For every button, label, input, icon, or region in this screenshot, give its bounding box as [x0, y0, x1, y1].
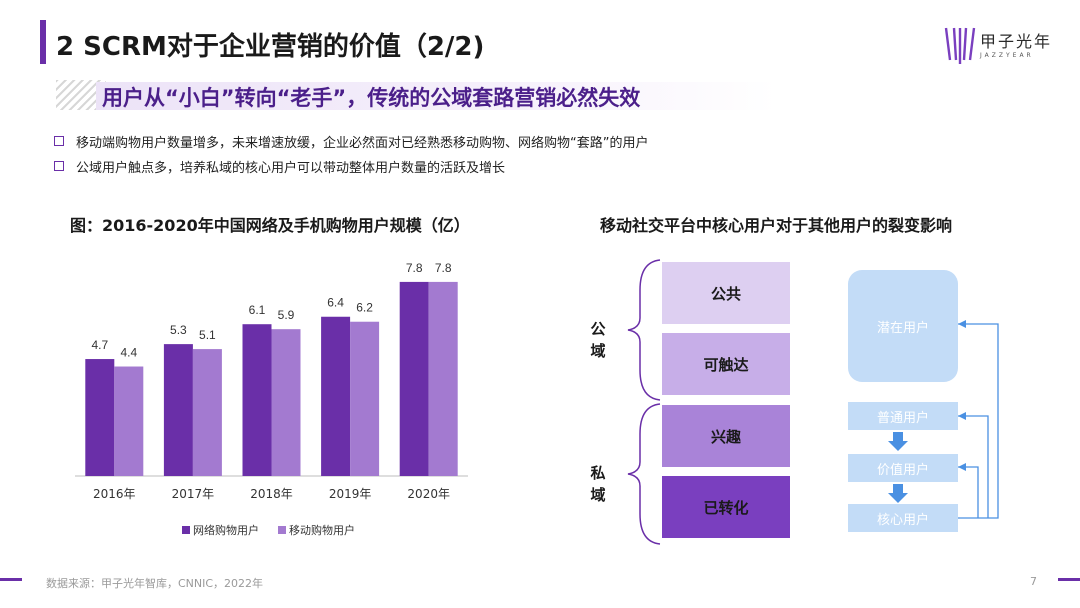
- valuable-user-box: 价值用户: [848, 454, 958, 482]
- data-label: 5.9: [278, 308, 295, 322]
- bar-online: [163, 344, 193, 476]
- stage-converted: 已转化: [662, 476, 790, 538]
- bullet-item: 移动端购物用户数量增多，未来增速放缓，企业必然面对已经熟悉移动购物、网络购物“套…: [54, 130, 648, 152]
- footer-accent-right: [1058, 578, 1080, 581]
- logo-subtext: JAZZYEAR: [980, 52, 1034, 59]
- bar-mobile: [428, 281, 458, 476]
- stage-reachable: 可触达: [662, 333, 790, 395]
- data-label: 7.8: [435, 261, 452, 275]
- data-label: 5.1: [199, 328, 216, 342]
- stage-public: 公共: [662, 262, 790, 324]
- chart-title: 图：2016-2020年中国网络及手机购物用户规模（亿）: [70, 216, 470, 235]
- normal-user-box: 普通用户: [848, 402, 958, 430]
- subtitle-highlight: [96, 82, 776, 110]
- data-source: 数据来源：甲子光年智库，CNNIC，2022年: [46, 577, 264, 590]
- title-accent-bar: [40, 20, 46, 64]
- subtitle: 用户从“小白”转向“老手”，传统的公域套路营销必然失效: [102, 86, 641, 110]
- bar-online: [399, 281, 429, 476]
- group-label-public: 公域: [590, 320, 606, 360]
- data-label: 7.8: [406, 261, 423, 275]
- x-tick-label: 2019年: [329, 487, 372, 501]
- potential-user-box: 潜在用户: [848, 270, 958, 382]
- bullet-text: 移动端购物用户数量增多，未来增速放缓，企业必然面对已经熟悉移动购物、网络购物“套…: [76, 135, 649, 151]
- stage-interest: 兴趣: [662, 405, 790, 467]
- bar-online: [85, 359, 115, 476]
- bar-online: [321, 316, 351, 476]
- page-title: 2 SCRM对于企业营销的价值（2/2): [56, 32, 485, 62]
- data-label: 4.4: [120, 346, 137, 360]
- footer-accent-left: [0, 578, 22, 581]
- bar-online: [242, 324, 272, 476]
- logo-text: 甲子光年: [980, 32, 1053, 51]
- legend-label: 移动购物用户: [289, 523, 355, 537]
- bar-mobile: [192, 349, 222, 476]
- brand-logo: 甲子光年 JAZZYEAR: [944, 24, 1054, 68]
- data-label: 5.3: [170, 323, 187, 337]
- bar-mobile: [350, 321, 380, 476]
- legend-swatch: [278, 526, 286, 534]
- x-tick-label: 2018年: [250, 487, 293, 501]
- bullet-square-icon: [54, 161, 64, 171]
- legend-label: 网络购物用户: [193, 523, 259, 537]
- bullet-text: 公域用户触点多，培养私域的核心用户可以带动整体用户数量的活跃及增长: [76, 160, 506, 176]
- x-tick-label: 2017年: [172, 487, 215, 501]
- data-label: 6.4: [327, 296, 344, 310]
- legend-swatch: [182, 526, 190, 534]
- core-user-box: 核心用户: [848, 504, 958, 532]
- diagram-title: 移动社交平台中核心用户对于其他用户的裂变影响: [600, 216, 953, 235]
- page-number: 7: [1030, 575, 1037, 588]
- bar-mobile: [114, 366, 144, 476]
- bullet-item: 公域用户触点多，培养私域的核心用户可以带动整体用户数量的活跃及增长: [54, 155, 648, 177]
- x-tick-label: 2020年: [407, 487, 450, 501]
- group-label-private: 私域: [590, 464, 606, 504]
- data-label: 4.7: [91, 338, 108, 352]
- data-label: 6.2: [356, 301, 373, 315]
- logo-mark-icon: [944, 27, 976, 64]
- bar-mobile: [271, 329, 301, 476]
- bullet-square-icon: [54, 136, 64, 146]
- x-tick-label: 2016年: [93, 487, 136, 501]
- data-label: 6.1: [249, 303, 266, 317]
- bullet-list: 移动端购物用户数量增多，未来增速放缓，企业必然面对已经熟悉移动购物、网络购物“套…: [54, 130, 648, 180]
